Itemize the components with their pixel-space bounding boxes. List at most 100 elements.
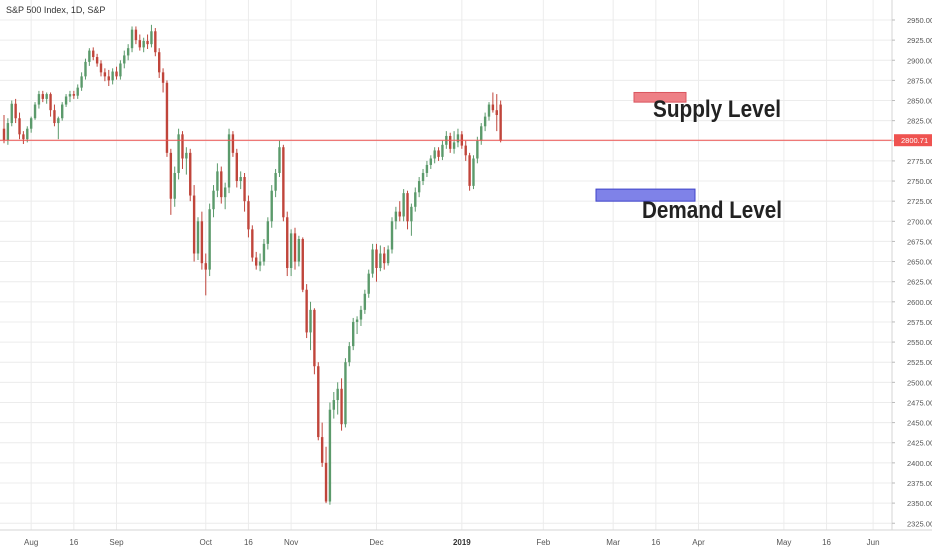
candle[interactable] <box>126 44 130 61</box>
candle[interactable] <box>480 123 483 145</box>
candle[interactable] <box>313 308 316 375</box>
candle[interactable] <box>22 131 25 145</box>
candle[interactable] <box>359 305 363 326</box>
candle[interactable] <box>192 185 196 262</box>
candle[interactable] <box>491 92 495 113</box>
candle[interactable] <box>390 217 394 254</box>
candle[interactable] <box>231 131 235 157</box>
candle[interactable] <box>76 84 79 99</box>
candle[interactable] <box>142 37 145 53</box>
candle[interactable] <box>29 116 33 133</box>
candle[interactable] <box>336 382 339 415</box>
candle[interactable] <box>53 104 56 127</box>
candle[interactable] <box>227 128 231 194</box>
candle[interactable] <box>309 301 312 351</box>
candle[interactable] <box>235 148 238 188</box>
candle[interactable] <box>282 144 285 222</box>
candle[interactable] <box>301 237 304 293</box>
candle[interactable] <box>88 48 91 66</box>
candle[interactable] <box>305 284 308 339</box>
candle[interactable] <box>204 253 207 296</box>
candle[interactable] <box>386 245 390 266</box>
candle[interactable] <box>297 235 301 267</box>
candles[interactable] <box>2 24 502 505</box>
candle[interactable] <box>111 68 114 85</box>
candle[interactable] <box>200 211 204 270</box>
candle[interactable] <box>383 247 386 270</box>
candle[interactable] <box>355 316 359 335</box>
candle[interactable] <box>278 140 281 178</box>
candle[interactable] <box>161 68 165 93</box>
candle[interactable] <box>499 100 502 143</box>
candle[interactable] <box>483 112 487 132</box>
candle[interactable] <box>414 187 417 212</box>
candle[interactable] <box>487 102 491 121</box>
candle[interactable] <box>45 92 48 104</box>
candle[interactable] <box>61 102 64 121</box>
candle[interactable] <box>173 166 176 207</box>
candle[interactable] <box>286 211 289 277</box>
candle[interactable] <box>84 58 87 80</box>
candle[interactable] <box>352 317 355 351</box>
candle[interactable] <box>134 26 138 45</box>
candle[interactable] <box>417 177 421 198</box>
candle[interactable] <box>99 60 103 77</box>
candle[interactable] <box>289 229 293 277</box>
candle[interactable] <box>37 90 41 109</box>
candle[interactable] <box>293 227 297 270</box>
candle[interactable] <box>251 225 254 262</box>
candle[interactable] <box>320 422 324 467</box>
candle[interactable] <box>150 24 153 48</box>
candle[interactable] <box>456 128 460 148</box>
candle[interactable] <box>239 171 242 190</box>
candle[interactable] <box>441 140 444 161</box>
candle[interactable] <box>14 98 17 124</box>
candle[interactable] <box>406 190 409 230</box>
candle[interactable] <box>49 92 52 117</box>
candle[interactable] <box>371 243 374 278</box>
candle[interactable] <box>158 48 161 78</box>
candle[interactable] <box>402 189 405 222</box>
candle[interactable] <box>10 100 13 127</box>
candle[interactable] <box>185 147 188 175</box>
candle[interactable] <box>437 147 440 161</box>
candle[interactable] <box>177 128 180 180</box>
price-axis[interactable]: 2325.00 2350.00 2375.00 2400.00 2425.00 2450.… <box>892 16 932 528</box>
candle[interactable] <box>196 217 200 260</box>
candle[interactable] <box>472 155 475 190</box>
candle[interactable] <box>119 60 122 80</box>
candle[interactable] <box>398 201 401 222</box>
candle[interactable] <box>165 80 169 157</box>
candle[interactable] <box>41 90 44 103</box>
candle[interactable] <box>181 131 184 169</box>
candle[interactable] <box>452 131 456 154</box>
candle[interactable] <box>92 47 95 61</box>
candle[interactable] <box>266 217 270 250</box>
candle[interactable] <box>169 148 173 215</box>
candle[interactable] <box>2 115 6 144</box>
time-axis[interactable]: Aug 16 Sep Oct 16 Nov Dec 2019 Feb Mar 16 Apr May 16 J… <box>24 538 880 547</box>
candle[interactable] <box>375 243 378 282</box>
candle[interactable] <box>26 126 29 143</box>
candle[interactable] <box>107 69 110 87</box>
candle[interactable] <box>476 136 479 164</box>
candle[interactable] <box>33 102 37 120</box>
candle[interactable] <box>324 446 328 504</box>
candle[interactable] <box>68 90 72 103</box>
candle[interactable] <box>123 50 126 69</box>
candle[interactable] <box>247 195 250 238</box>
candle[interactable] <box>95 53 99 67</box>
candle[interactable] <box>328 402 332 505</box>
candle[interactable] <box>208 203 211 277</box>
candle[interactable] <box>72 90 76 99</box>
candle[interactable] <box>212 185 215 218</box>
candle[interactable] <box>255 251 258 270</box>
candle[interactable] <box>146 34 149 49</box>
candle[interactable] <box>344 358 347 428</box>
candle[interactable] <box>115 66 118 80</box>
candle[interactable] <box>468 152 471 191</box>
candle[interactable] <box>154 28 157 57</box>
candle[interactable] <box>258 253 262 272</box>
